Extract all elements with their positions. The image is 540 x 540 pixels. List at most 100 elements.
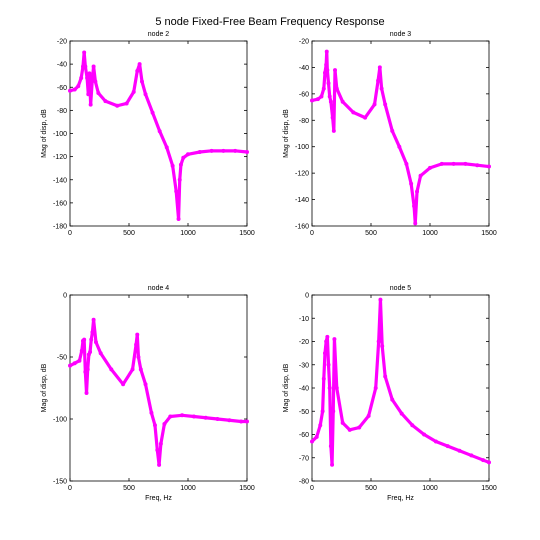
data-point (87, 71, 92, 76)
data-point (327, 385, 332, 390)
data-point (324, 49, 329, 54)
y-tick-label: -140 (295, 197, 309, 204)
data-point (397, 144, 402, 149)
data-point (79, 76, 84, 81)
data-point (72, 87, 77, 92)
data-point (244, 419, 249, 424)
data-point (239, 419, 244, 424)
data-point (469, 453, 474, 458)
data-point (322, 351, 327, 356)
x-tick-label: 1000 (422, 230, 438, 237)
data-point (155, 447, 160, 452)
x-tick-label: 0 (68, 230, 72, 237)
data-point (138, 367, 143, 372)
data-point (383, 102, 388, 107)
data-point (379, 86, 384, 91)
data-point (328, 444, 333, 449)
data-point (139, 79, 144, 84)
subplot-3: 0 500 1000 1500 0 -50 -100 -150 node 4 Mag of dis… (41, 285, 255, 502)
data-point (320, 409, 325, 414)
x-tick-label: 0 (310, 485, 314, 492)
data-point (130, 367, 135, 372)
data-point (162, 421, 167, 426)
x-tick-label: 1500 (239, 230, 255, 237)
data-point (83, 369, 88, 374)
data-point (180, 413, 185, 418)
data-point (326, 362, 331, 367)
y-tick-label: -70 (299, 455, 309, 462)
y-axis-label: Mag of disp, dB (41, 363, 48, 412)
data-point (203, 415, 208, 420)
data-point (451, 161, 456, 166)
data-point (324, 62, 329, 67)
data-point (380, 344, 385, 349)
data-point (325, 334, 330, 339)
data-point (157, 129, 162, 134)
y-tick-label: -60 (57, 85, 67, 92)
data-point (334, 86, 339, 91)
data-point (475, 163, 480, 168)
y-tick-label: -100 (53, 131, 67, 138)
data-point (372, 102, 377, 107)
y-tick-label: -160 (295, 224, 309, 231)
y-tick-label: -180 (53, 224, 67, 231)
data-point (439, 161, 444, 166)
data-point (415, 189, 420, 194)
data-point (319, 94, 324, 99)
data-point (157, 462, 162, 467)
data-point (177, 177, 182, 182)
data-point (377, 65, 382, 70)
x-tick-label: 0 (310, 230, 314, 237)
x-tick-label: 0 (68, 485, 72, 492)
series-line (310, 298, 491, 467)
data-point (90, 330, 95, 335)
data-point (410, 423, 415, 428)
data-point (328, 99, 333, 104)
data-point (176, 217, 181, 222)
data-point (330, 462, 335, 467)
data-point (136, 354, 141, 359)
data-point (83, 64, 88, 69)
data-point (390, 397, 395, 402)
data-point (445, 444, 450, 449)
data-point (227, 418, 232, 423)
x-tick-label: 1000 (180, 230, 196, 237)
y-tick-label: -30 (299, 362, 309, 369)
data-point (373, 385, 378, 390)
data-point (178, 162, 183, 167)
data-point (174, 189, 179, 194)
x-tick-label: 1000 (180, 485, 196, 492)
plot-area (311, 40, 490, 227)
x-tick-label: 500 (365, 230, 377, 237)
y-tick-label: -150 (53, 479, 67, 486)
y-tick-label: -50 (299, 409, 309, 416)
x-tick-label: 1500 (239, 485, 255, 492)
data-point (486, 460, 491, 465)
y-tick-label: -60 (299, 91, 309, 98)
y-tick-label: -80 (57, 108, 67, 115)
y-tick-label: -160 (53, 200, 67, 207)
data-point (82, 50, 87, 55)
data-point (150, 110, 155, 115)
data-point (330, 115, 335, 120)
data-point (244, 149, 249, 154)
data-point (422, 432, 427, 437)
y-tick-label: -140 (53, 177, 67, 184)
data-point (185, 152, 190, 157)
data-point (109, 367, 114, 372)
data-point (327, 94, 332, 99)
data-point (143, 382, 148, 387)
data-point (76, 84, 81, 89)
data-point (481, 458, 486, 463)
x-tick-label: 500 (365, 485, 377, 492)
data-point (309, 439, 314, 444)
data-point (376, 78, 381, 83)
x-tick-label: 500 (123, 230, 135, 237)
data-point (340, 420, 345, 425)
y-tick-label: -80 (299, 479, 309, 486)
data-point (321, 376, 326, 381)
figure-title: 5 node Fixed-Free Beam Frequency Respons… (155, 16, 384, 28)
y-axis-label: Mag of disp, dB (41, 109, 48, 158)
x-tick-label: 500 (123, 485, 135, 492)
data-point (93, 340, 98, 345)
